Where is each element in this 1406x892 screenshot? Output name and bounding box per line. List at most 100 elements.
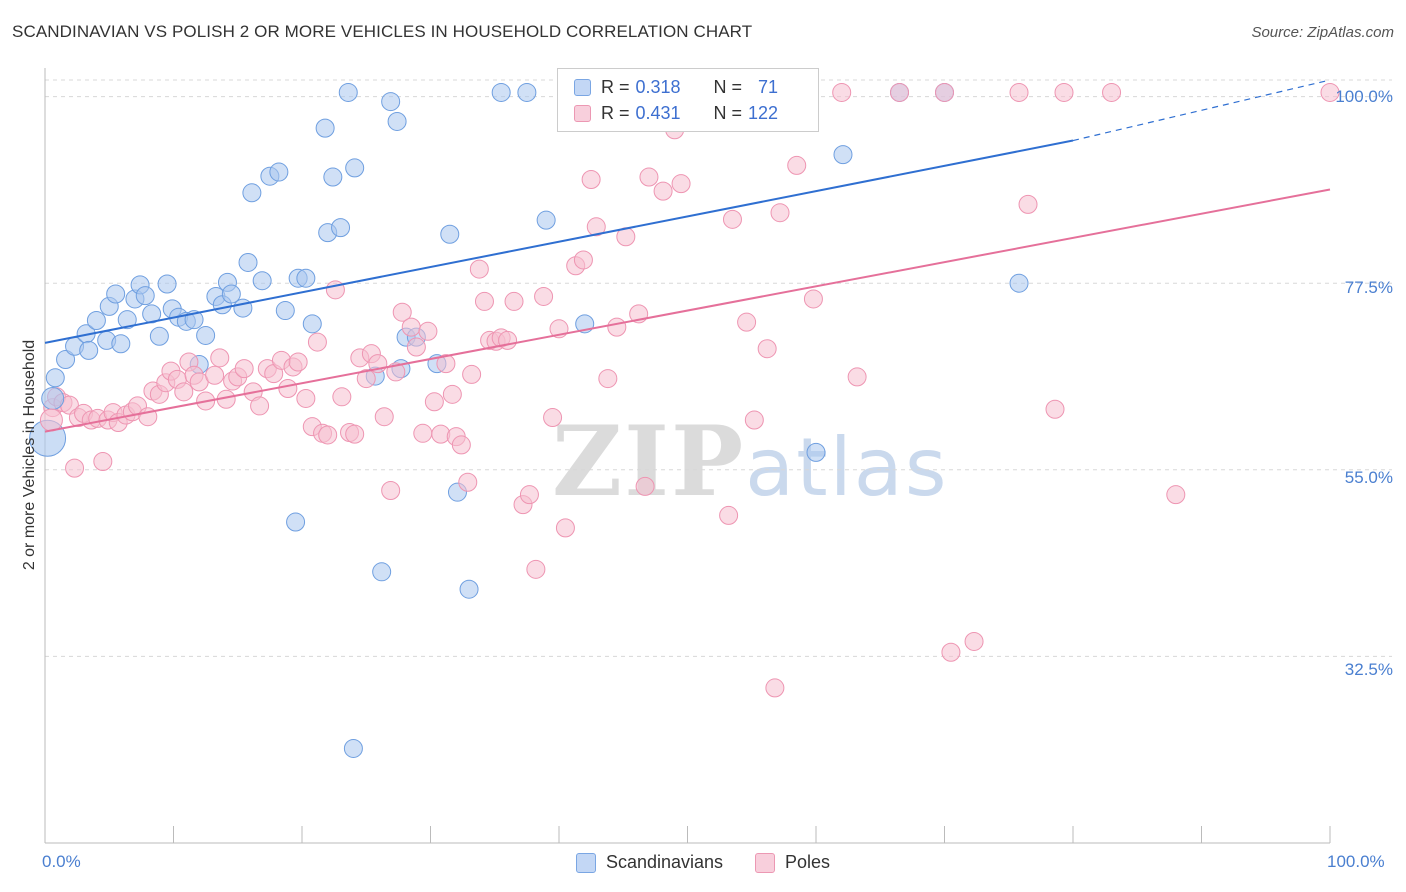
watermark: ZIPatlas bbox=[552, 405, 949, 518]
point-poles-58 bbox=[401, 317, 421, 337]
point-poles-69 bbox=[462, 364, 482, 384]
point-poles-78 bbox=[519, 485, 539, 505]
legend-item-poles[interactable]: Poles bbox=[755, 852, 830, 873]
point-scandinavians-0 bbox=[45, 368, 65, 388]
point-scandinavians-16 bbox=[157, 274, 177, 294]
point-scandinavians-8 bbox=[106, 284, 126, 304]
point-scandinavians-5 bbox=[86, 311, 106, 331]
legend-row-poles: R = 0.431 N = 122 bbox=[574, 100, 778, 126]
point-scandinavians-33 bbox=[275, 301, 295, 321]
point-scandinavians-40 bbox=[323, 167, 343, 187]
legend-n-value: 71 bbox=[758, 76, 779, 97]
point-poles-27 bbox=[205, 365, 225, 385]
legend-swatch-pink bbox=[574, 104, 591, 122]
point-poles-59 bbox=[406, 337, 426, 357]
point-poles-123 bbox=[1166, 485, 1186, 505]
point-poles-107 bbox=[757, 339, 777, 359]
point-poles-105 bbox=[744, 410, 764, 430]
point-scandinavians-45 bbox=[372, 562, 392, 582]
legend-n-value: 122 bbox=[748, 102, 779, 123]
point-poles-28 bbox=[210, 348, 230, 368]
point-poles-64 bbox=[436, 354, 456, 374]
legend-item-scandinavians[interactable]: Scandinavians bbox=[575, 852, 724, 873]
point-scandinavians-30 bbox=[252, 271, 272, 291]
point-poles-92 bbox=[635, 476, 655, 496]
legend-label-scandinavians: Scandinavians bbox=[605, 852, 724, 872]
point-poles-109 bbox=[770, 203, 790, 223]
point-scandinavians-22 bbox=[196, 325, 216, 345]
point-scandinavians-28 bbox=[238, 252, 258, 272]
point-scandinavians-34 bbox=[286, 512, 306, 532]
point-poles-103 bbox=[722, 209, 742, 229]
point-scandinavians-47 bbox=[387, 111, 407, 131]
y-tick-label-55: 55.0% bbox=[1344, 468, 1393, 487]
series-legend: Scandinavians Poles bbox=[0, 852, 1406, 873]
point-scandinavians-76 bbox=[343, 738, 363, 758]
point-poles-61 bbox=[418, 321, 438, 341]
point-poles-81 bbox=[543, 408, 563, 428]
point-scandinavians-42 bbox=[338, 82, 358, 102]
y-tick-label-32-5: 32.5% bbox=[1344, 660, 1393, 679]
trendline-scandinavians bbox=[44, 139, 1074, 344]
point-poles-67 bbox=[451, 435, 471, 455]
point-poles-121 bbox=[1054, 82, 1074, 102]
point-scandinavians-54 bbox=[459, 579, 479, 599]
point-poles-75 bbox=[498, 330, 518, 350]
point-scandinavians-56 bbox=[517, 82, 537, 102]
point-poles-88 bbox=[598, 369, 618, 389]
point-poles-86 bbox=[581, 170, 601, 190]
point-large-0 bbox=[41, 386, 65, 410]
legend-r-value: 0.318 bbox=[635, 76, 681, 97]
y-axis-label: 2 or more Vehicles in Household bbox=[21, 339, 38, 571]
point-poles-89 bbox=[607, 317, 627, 337]
point-poles-93 bbox=[639, 167, 659, 187]
legend-n-label: N = bbox=[713, 102, 743, 123]
point-poles-45 bbox=[318, 425, 338, 445]
point-poles-110 bbox=[787, 155, 807, 175]
point-scandinavians-10 bbox=[117, 310, 137, 330]
point-poles-62 bbox=[424, 392, 444, 412]
point-poles-4 bbox=[65, 458, 85, 478]
point-poles-56 bbox=[386, 362, 406, 382]
x-tick-label-max: 100.0% bbox=[1327, 852, 1385, 871]
point-scandinavians-26 bbox=[221, 284, 241, 304]
point-poles-51 bbox=[356, 369, 376, 389]
point-poles-32 bbox=[234, 359, 254, 379]
point-poles-112 bbox=[832, 82, 852, 102]
point-poles-41 bbox=[296, 388, 316, 408]
y-tick-label-100: 100.0% bbox=[1335, 87, 1393, 106]
point-poles-55 bbox=[381, 481, 401, 501]
y-tick-label-77-5: 77.5% bbox=[1344, 278, 1393, 297]
legend-r-label: R = bbox=[601, 76, 630, 97]
point-poles-116 bbox=[941, 642, 961, 662]
point-poles-9 bbox=[93, 452, 113, 471]
point-poles-122 bbox=[1102, 82, 1122, 102]
point-scandinavians-9 bbox=[111, 334, 131, 354]
point-scandinavians-71 bbox=[806, 442, 826, 462]
point-poles-85 bbox=[573, 250, 593, 270]
point-scandinavians-15 bbox=[149, 326, 169, 346]
point-poles-94 bbox=[653, 181, 673, 201]
point-poles-34 bbox=[250, 396, 270, 416]
point-scandinavians-55 bbox=[491, 82, 511, 102]
correlation-legend: R = 0.318 N = 71 R = 0.431 N = 122 bbox=[557, 68, 819, 132]
point-scandinavians-29 bbox=[242, 183, 262, 203]
point-poles-83 bbox=[555, 518, 575, 538]
source-credit: Source: ZipAtlas.com bbox=[1251, 24, 1394, 41]
legend-swatch-pink bbox=[755, 852, 776, 873]
point-poles-97 bbox=[671, 174, 691, 194]
legend-n-label: N = bbox=[713, 76, 743, 97]
point-poles-124 bbox=[1320, 82, 1340, 102]
point-scandinavians-57 bbox=[536, 210, 556, 230]
point-scandinavians-13 bbox=[135, 286, 155, 306]
point-poles-102 bbox=[719, 505, 739, 525]
legend-swatch-blue bbox=[574, 78, 591, 96]
legend-swatch-blue bbox=[575, 852, 596, 873]
point-poles-22 bbox=[174, 382, 194, 402]
point-poles-119 bbox=[1018, 194, 1038, 214]
point-poles-115 bbox=[935, 82, 954, 102]
point-poles-71 bbox=[474, 291, 494, 311]
point-scandinavians-52 bbox=[440, 224, 460, 244]
trendline-poles bbox=[44, 188, 1331, 433]
legend-r-value: 0.431 bbox=[635, 102, 681, 123]
